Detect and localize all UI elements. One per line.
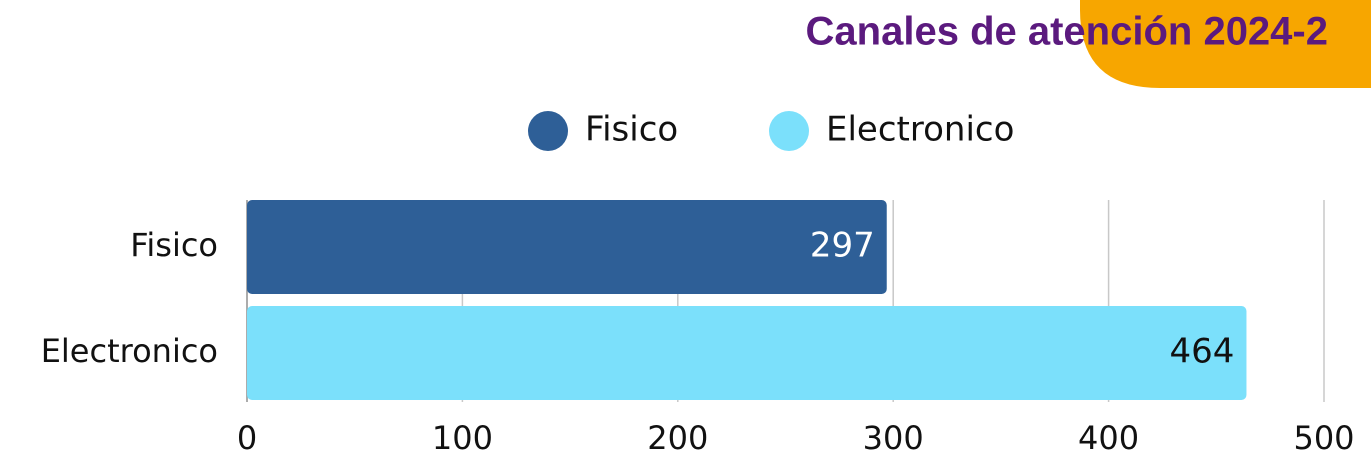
x-tick-label: 200 bbox=[647, 419, 708, 457]
y-tick-label: Fisico bbox=[130, 226, 218, 264]
x-tick-label: 400 bbox=[1078, 419, 1139, 457]
chart-title: Canales de atención 2024-2 bbox=[806, 10, 1328, 54]
x-tick-label: 500 bbox=[1293, 419, 1354, 457]
x-tick-label: 100 bbox=[432, 419, 493, 457]
x-tick-label: 0 bbox=[237, 419, 257, 457]
y-tick-label: Electronico bbox=[41, 332, 218, 370]
value-label: 464 bbox=[1170, 332, 1235, 372]
legend-swatch bbox=[528, 111, 568, 151]
corner-decoration bbox=[1080, 0, 1371, 88]
x-tick-label: 300 bbox=[863, 419, 924, 457]
value-label: 297 bbox=[810, 226, 875, 266]
bar bbox=[247, 200, 887, 294]
legend-label: Electronico bbox=[826, 110, 1014, 150]
legend-label: Fisico bbox=[585, 110, 678, 150]
bar bbox=[247, 306, 1247, 400]
legend-swatch bbox=[769, 111, 809, 151]
